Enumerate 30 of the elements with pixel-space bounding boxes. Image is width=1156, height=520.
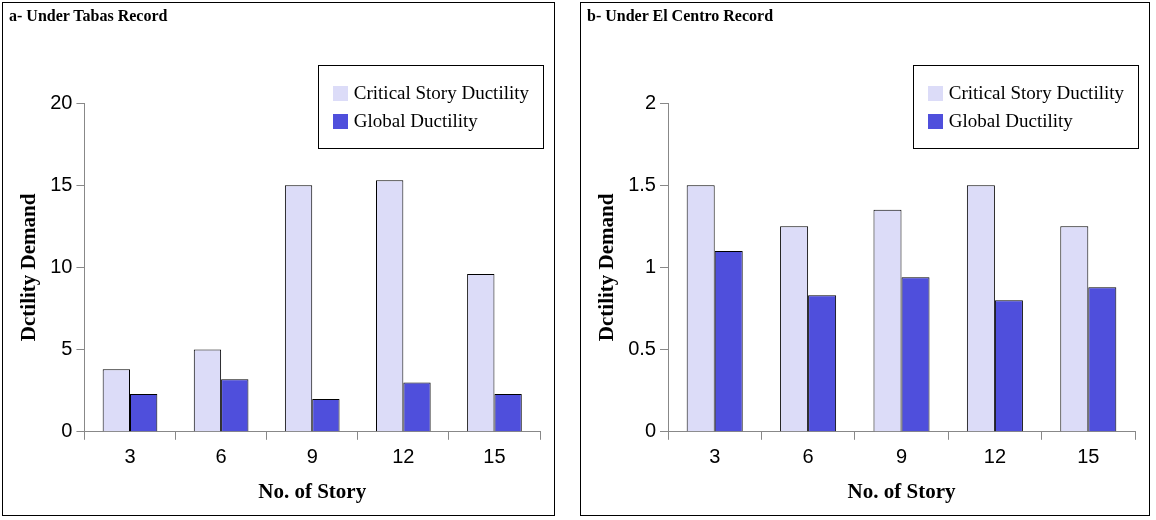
legend-label: Critical Story Ductility — [353, 82, 529, 104]
x-tick-label: 3 — [709, 445, 721, 468]
x-axis-title: No. of Story — [847, 478, 956, 503]
legend-label: Global Ductility — [353, 110, 478, 132]
y-tick-label: 1 — [644, 254, 656, 277]
legend-label: Critical Story Ductility — [948, 82, 1124, 104]
y-axis-title: Dctility Demand — [594, 193, 619, 342]
x-tick-label: 6 — [802, 445, 814, 468]
y-tick-label: 0 — [61, 419, 73, 442]
x-tick-label: 15 — [483, 445, 506, 468]
y-tick-label: 1.5 — [628, 172, 656, 195]
y-tick-label: 0 — [644, 419, 656, 442]
x-axis-title: No. of Story — [258, 478, 367, 503]
y-tick-label: 20 — [50, 90, 73, 113]
y-tick-label: 5 — [61, 337, 73, 360]
x-tick-label: 15 — [1077, 445, 1100, 468]
x-tick-label: 12 — [983, 445, 1007, 468]
x-tick-label: 3 — [124, 445, 136, 468]
y-axis-title: Dctility Demand — [16, 193, 41, 342]
x-tick-label: 9 — [306, 445, 318, 468]
legend-label: Global Ductility — [948, 110, 1073, 132]
x-tick-label: 6 — [215, 445, 227, 468]
x-tick-label: 9 — [895, 445, 908, 468]
y-tick-label: 15 — [50, 172, 73, 195]
chart-title: b- Under El Centro Record — [587, 7, 774, 25]
x-tick-label: 12 — [392, 445, 415, 468]
y-tick-label: 10 — [50, 254, 73, 277]
y-tick-label: 0.5 — [628, 337, 656, 360]
y-tick-label: 2 — [644, 90, 656, 113]
chart-title: a- Under Tabas Record — [9, 7, 168, 25]
